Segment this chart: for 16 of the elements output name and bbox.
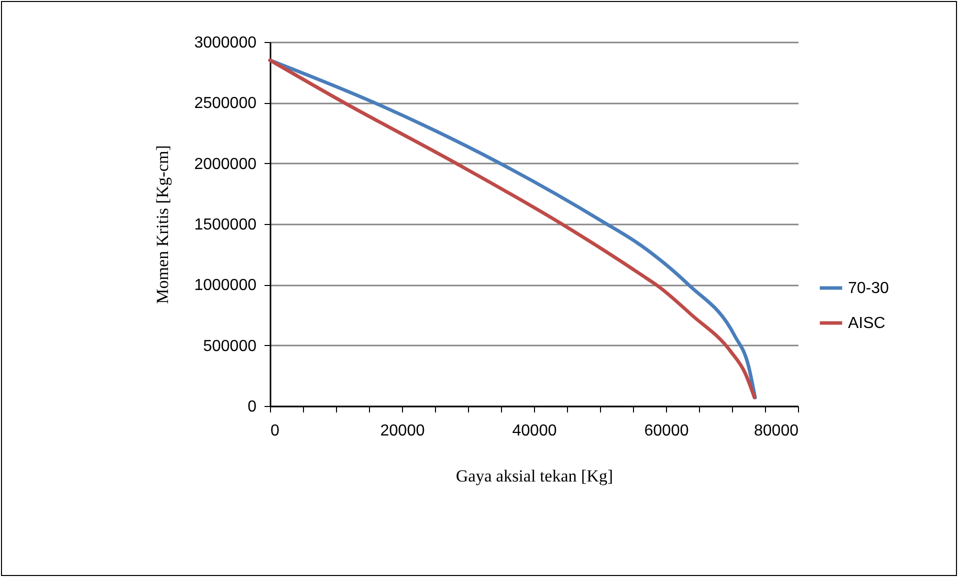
- x-tick-label: 40000: [512, 422, 557, 440]
- y-tick-label: 2000000: [194, 156, 257, 173]
- x-tick-label: 60000: [644, 422, 689, 440]
- y-tick-label: 3000000: [194, 34, 257, 52]
- x-tick-label: 80000: [754, 422, 799, 440]
- y-tick-label: 1500000: [194, 216, 257, 234]
- x-tick-label: 0: [270, 422, 280, 440]
- y-axis-title: Momen Kritis [Kg-cm]: [153, 145, 172, 304]
- legend-label: 70-30: [848, 280, 890, 297]
- legend-label: AISC: [848, 315, 886, 332]
- y-tick-label: 2500000: [194, 95, 257, 112]
- x-axis-title: Gaya aksial tekan [Kg]: [456, 466, 614, 486]
- y-tick-label: 500000: [203, 338, 257, 355]
- y-tick-label: 1000000: [194, 277, 257, 294]
- x-tick-label: 20000: [380, 422, 425, 440]
- y-tick-label: 0: [248, 398, 257, 416]
